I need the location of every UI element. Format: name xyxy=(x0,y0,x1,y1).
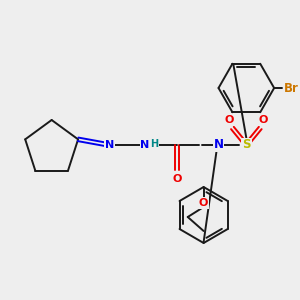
Text: N: N xyxy=(140,140,150,150)
Text: O: O xyxy=(259,115,268,125)
Text: O: O xyxy=(199,198,208,208)
Text: Br: Br xyxy=(284,82,298,94)
Text: N: N xyxy=(214,139,224,152)
Text: O: O xyxy=(172,174,182,184)
Text: S: S xyxy=(242,139,250,152)
Text: N: N xyxy=(105,140,114,150)
Text: H: H xyxy=(150,139,158,149)
Text: O: O xyxy=(225,115,234,125)
